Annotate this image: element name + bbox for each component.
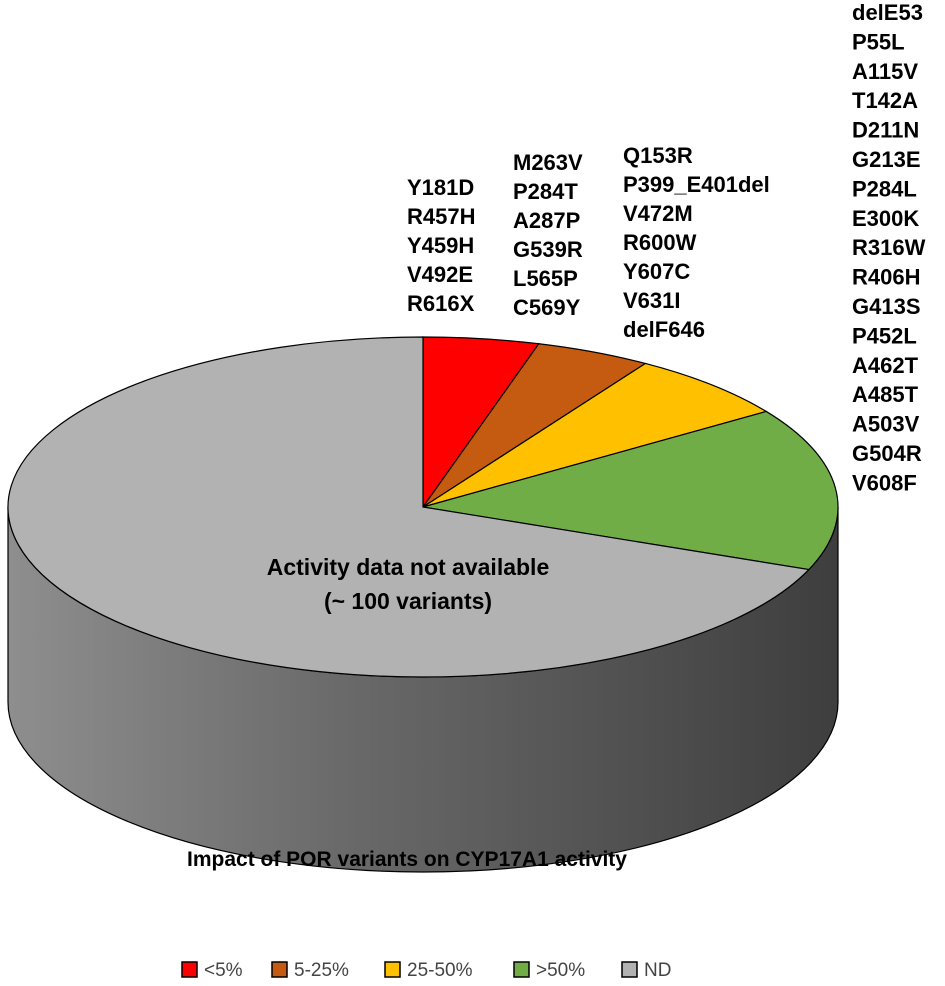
legend: <5% 5-25% 25-50% >50% ND	[181, 960, 671, 981]
legend-label: 5-25%	[294, 960, 349, 981]
legend-swatch	[513, 961, 530, 978]
variant-label: G413S	[852, 294, 921, 319]
variant-label: T142A	[852, 88, 918, 113]
center-label: Activity data not available (~ 100 varian…	[267, 554, 549, 614]
variant-label: P284L	[852, 176, 917, 201]
variant-label: delE53	[852, 0, 923, 25]
variant-label: D211N	[852, 118, 919, 143]
variant-label: G539R	[513, 237, 583, 262]
variant-label: V492E	[407, 262, 473, 287]
center-label-line: Activity data not available	[267, 554, 549, 580]
legend-swatch	[181, 961, 198, 978]
variant-label: P284T	[513, 179, 578, 204]
variant-label: delF646	[623, 317, 705, 342]
variant-label: A462T	[852, 353, 919, 378]
variant-label: Q153R	[623, 143, 693, 168]
variant-label: C569Y	[513, 295, 581, 320]
variant-label: G504R	[852, 441, 922, 466]
variant-label: R406H	[852, 265, 920, 290]
pie-slice-5	[7, 336, 811, 678]
variant-label: P55L	[852, 29, 905, 54]
variant-label: M263V	[513, 150, 583, 175]
slice-labels: Y181D R457H Y459H V492E R616X M263V P284T A287P…	[407, 0, 926, 495]
legend-swatch	[271, 961, 288, 978]
legend-label: <5%	[204, 960, 243, 981]
variant-label: V631I	[623, 288, 681, 313]
variant-label: G213E	[852, 147, 921, 172]
variant-label: Y181D	[407, 175, 474, 200]
legend-swatch	[384, 961, 401, 978]
pie-slice-4	[422, 410, 839, 571]
variant-label: P399_E401del	[623, 172, 770, 197]
variant-label: P452L	[852, 323, 917, 348]
variant-label: A115V	[852, 59, 918, 84]
variant-label: A287P	[513, 208, 580, 233]
variant-label: A503V	[852, 412, 920, 437]
pie-slice-3	[422, 362, 768, 508]
variant-label: R316W	[852, 235, 926, 260]
legend-label: ND	[644, 960, 671, 981]
center-label-line: (~ 100 variants)	[324, 588, 492, 614]
variant-label: V472M	[623, 201, 693, 226]
variant-label: Y459H	[407, 233, 474, 258]
variant-label: R600W	[623, 230, 697, 255]
legend-label: 25-50%	[407, 960, 473, 981]
variant-label: Y607C	[623, 259, 690, 284]
variant-label: E300K	[852, 206, 919, 231]
variant-label: R616X	[407, 291, 475, 316]
variant-label: V608F	[852, 470, 917, 495]
pie-top-face	[7, 336, 839, 678]
legend-label: >50%	[536, 960, 585, 981]
chart-title: Impact of POR variants on CYP17A1 activi…	[187, 848, 627, 871]
variant-label: A485T	[852, 382, 919, 407]
variant-label: L565P	[513, 266, 578, 291]
legend-swatch	[621, 961, 638, 978]
variant-label: R457H	[407, 204, 475, 229]
